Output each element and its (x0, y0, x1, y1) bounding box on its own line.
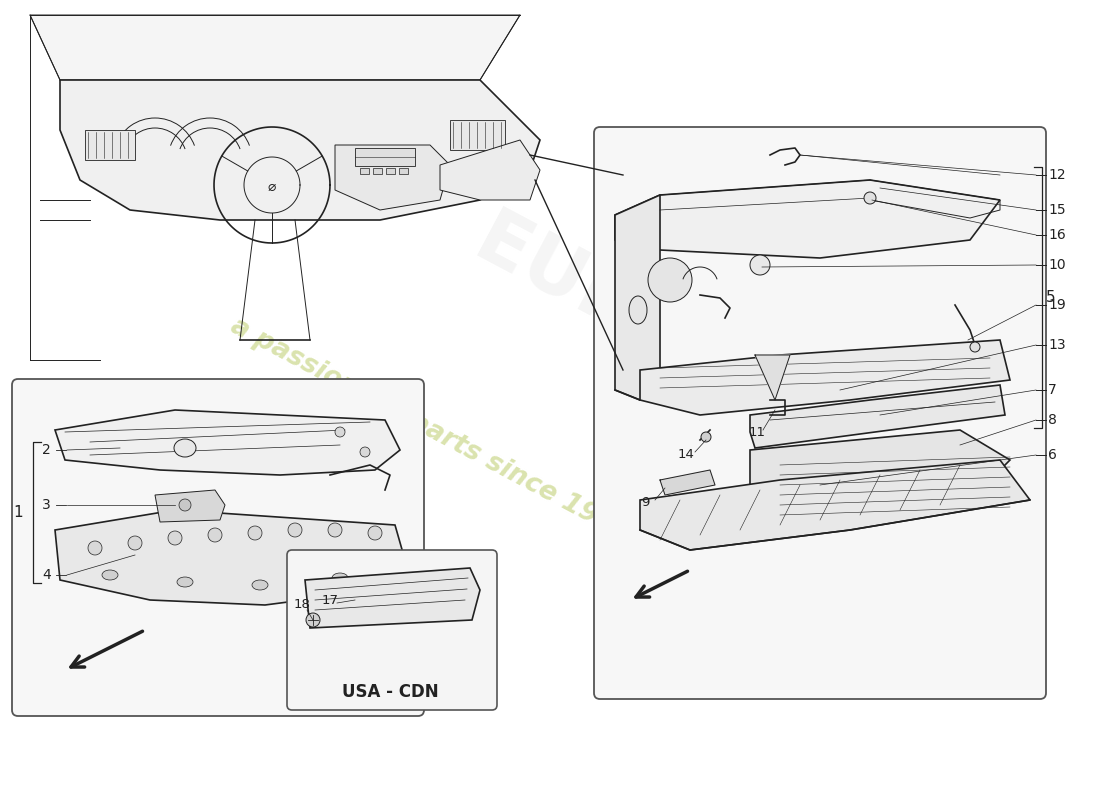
Ellipse shape (102, 570, 118, 580)
Circle shape (864, 192, 876, 204)
Bar (450, 120, 505, 150)
Polygon shape (615, 180, 1000, 258)
Circle shape (288, 523, 302, 537)
Polygon shape (305, 568, 480, 628)
Text: 3: 3 (42, 498, 51, 512)
Text: 16: 16 (1048, 228, 1066, 242)
Text: 8: 8 (1048, 413, 1057, 427)
Text: 6: 6 (1048, 448, 1057, 462)
Polygon shape (155, 490, 226, 522)
Polygon shape (60, 80, 540, 220)
Text: 2: 2 (42, 443, 51, 457)
Circle shape (368, 526, 382, 540)
Circle shape (248, 526, 262, 540)
Polygon shape (640, 460, 1030, 550)
Circle shape (701, 432, 711, 442)
Text: 9: 9 (641, 497, 649, 510)
Text: 15: 15 (1048, 203, 1066, 217)
FancyBboxPatch shape (12, 379, 424, 716)
Bar (360, 168, 368, 174)
Circle shape (328, 523, 342, 537)
Polygon shape (750, 430, 1010, 510)
Text: ⌀: ⌀ (267, 180, 276, 194)
Bar (85, 130, 135, 160)
FancyBboxPatch shape (594, 127, 1046, 699)
Text: 17: 17 (321, 594, 339, 606)
Circle shape (306, 613, 320, 627)
FancyBboxPatch shape (287, 550, 497, 710)
Text: a passion for parts since 1985: a passion for parts since 1985 (226, 314, 634, 546)
Text: 1: 1 (13, 505, 23, 520)
Polygon shape (660, 470, 715, 495)
Circle shape (970, 342, 980, 352)
Text: 5: 5 (1046, 290, 1056, 305)
Polygon shape (336, 145, 450, 210)
Circle shape (208, 528, 222, 542)
Ellipse shape (332, 573, 348, 583)
Text: 12: 12 (1048, 168, 1066, 182)
Ellipse shape (252, 580, 268, 590)
Bar (355, 148, 415, 166)
Polygon shape (55, 510, 405, 605)
Text: EUROSPARES: EUROSPARES (462, 204, 998, 536)
Bar (399, 168, 408, 174)
Ellipse shape (177, 577, 192, 587)
Text: 10: 10 (1048, 258, 1066, 272)
Ellipse shape (174, 439, 196, 457)
Circle shape (179, 499, 191, 511)
Bar (373, 168, 382, 174)
Text: 7: 7 (1048, 383, 1057, 397)
Polygon shape (640, 340, 1010, 415)
Polygon shape (615, 195, 660, 400)
Ellipse shape (629, 296, 647, 324)
Circle shape (168, 531, 182, 545)
Circle shape (360, 447, 370, 457)
Text: 13: 13 (1048, 338, 1066, 352)
Text: USA - CDN: USA - CDN (342, 683, 438, 701)
Polygon shape (755, 355, 790, 400)
Circle shape (750, 255, 770, 275)
Circle shape (128, 536, 142, 550)
Text: 18: 18 (294, 598, 310, 611)
Text: 14: 14 (678, 449, 694, 462)
Text: 19: 19 (1048, 298, 1066, 312)
Circle shape (88, 541, 102, 555)
Polygon shape (30, 15, 520, 80)
Circle shape (648, 258, 692, 302)
Text: 4: 4 (42, 568, 51, 582)
Polygon shape (440, 140, 540, 200)
Polygon shape (750, 385, 1005, 448)
Text: 11: 11 (748, 426, 766, 439)
Polygon shape (55, 410, 400, 475)
Circle shape (336, 427, 345, 437)
Bar (386, 168, 395, 174)
